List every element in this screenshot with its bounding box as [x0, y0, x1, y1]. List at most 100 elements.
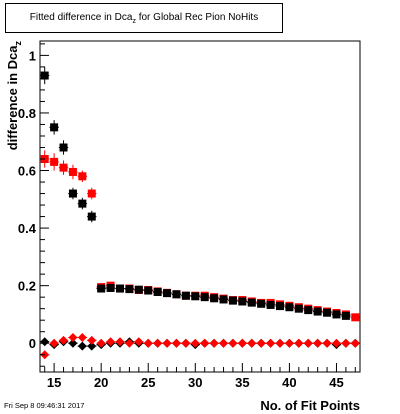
data-point-square	[68, 189, 77, 198]
data-point-diamond	[87, 341, 97, 351]
data-point-square	[125, 285, 134, 294]
data-point-square	[163, 289, 172, 298]
data-point-square	[144, 286, 153, 295]
data-point-diamond	[247, 338, 257, 348]
data-point-square	[50, 157, 59, 166]
data-point-square	[153, 287, 162, 296]
data-point-diamond	[190, 338, 200, 348]
data-point-diamond	[322, 338, 332, 348]
data-point-diamond	[303, 338, 313, 348]
data-point-square	[116, 284, 124, 293]
data-point-diamond	[153, 338, 163, 348]
x-axis-title: No. of Fit Points	[260, 398, 360, 413]
y-axis-title-main: difference in Dca	[5, 45, 20, 151]
data-point-square	[59, 163, 68, 172]
chart-title-main: Fitted difference in Dca	[29, 11, 133, 23]
data-point-diamond	[266, 338, 276, 348]
x-tick-label: 45	[329, 375, 343, 390]
data-point-square	[134, 285, 143, 294]
data-point-diamond	[209, 338, 219, 348]
chart-title-rest: for Global Rec Pion NoHits	[135, 11, 259, 23]
data-point-square	[97, 284, 106, 293]
data-point-square	[304, 306, 313, 315]
data-point-square	[191, 292, 200, 301]
data-point-square	[200, 293, 209, 302]
data-point-square	[87, 212, 96, 221]
x-tick-label: 20	[94, 375, 108, 390]
x-tick-label: 30	[188, 375, 202, 390]
data-point-diamond	[181, 338, 191, 348]
data-point-diamond	[284, 338, 294, 348]
data-point-diamond	[228, 338, 238, 348]
data-point-diamond	[68, 332, 78, 342]
data-point-square	[68, 167, 77, 176]
data-point-square	[285, 303, 294, 312]
data-point-square	[106, 283, 115, 292]
plot-marks	[40, 66, 360, 360]
x-tick-label: 35	[235, 375, 249, 390]
data-point-diamond	[143, 338, 153, 348]
data-point-square	[323, 308, 332, 317]
y-tick-label: 0	[29, 336, 36, 351]
y-tick-label: 0.2	[18, 279, 36, 294]
data-point-square	[247, 298, 256, 307]
y-tick-label: 0.8	[18, 106, 36, 121]
data-point-diamond	[162, 338, 172, 348]
y-tick-label: 0.4	[18, 221, 37, 236]
data-point-diamond	[275, 338, 285, 348]
data-point-square	[210, 294, 219, 303]
timestamp: Fri Sep 8 09:46:31 2017	[4, 401, 85, 410]
data-point-diamond	[87, 335, 97, 345]
chart-title: Fitted difference in Dcaz for Global Rec…	[30, 12, 258, 25]
data-point-diamond	[115, 337, 125, 347]
data-point-diamond	[49, 338, 59, 348]
data-point-square	[59, 143, 68, 152]
data-point-square	[257, 299, 266, 308]
data-point-diamond	[294, 338, 304, 348]
data-point-diamond	[237, 338, 247, 348]
data-point-square	[266, 300, 275, 309]
x-tick-label: 25	[141, 375, 155, 390]
data-point-diamond	[331, 338, 341, 348]
chart-title-box: Fitted difference in Dcaz for Global Rec…	[5, 3, 283, 33]
y-axis-title: difference in Dcaz	[5, 41, 23, 151]
data-point-diamond	[96, 338, 106, 348]
data-point-diamond	[59, 335, 69, 345]
data-point-diamond	[313, 338, 323, 348]
data-point-square	[40, 71, 49, 80]
y-tick-label: 1	[29, 48, 36, 63]
data-point-square	[50, 123, 59, 132]
data-point-square	[294, 304, 303, 313]
data-point-diamond	[77, 332, 87, 342]
data-point-diamond	[106, 337, 116, 347]
data-point-square	[78, 199, 87, 208]
data-point-diamond	[341, 338, 351, 348]
data-point-diamond	[134, 337, 144, 347]
data-point-diamond	[40, 337, 50, 347]
chart-title-subscript: z	[132, 17, 136, 25]
data-point-diamond	[256, 338, 266, 348]
data-point-square	[219, 295, 228, 304]
data-point-diamond	[219, 338, 229, 348]
axes: 15 20 25 30 35 40 45 0 0.2 0.4 0.6 0.8 1	[18, 43, 356, 390]
data-point-square	[238, 297, 247, 306]
data-point-square	[181, 291, 190, 300]
data-point-square	[332, 310, 341, 319]
y-axis-title-subscript: z	[13, 41, 23, 46]
y-tick-label: 0.6	[18, 164, 36, 179]
data-point-diamond	[350, 338, 360, 348]
plot-frame	[39, 40, 361, 373]
x-tick-label: 15	[47, 375, 61, 390]
data-point-diamond	[171, 338, 181, 348]
data-point-diamond	[77, 341, 87, 351]
data-point-diamond	[124, 338, 134, 348]
data-point-square	[172, 290, 181, 299]
data-point-diamond	[200, 338, 210, 348]
data-point-square	[87, 189, 96, 198]
data-point-square	[341, 311, 350, 320]
data-point-square	[313, 307, 322, 316]
data-point-square	[276, 302, 284, 311]
data-point-square	[78, 172, 87, 181]
data-point-square	[228, 296, 237, 305]
